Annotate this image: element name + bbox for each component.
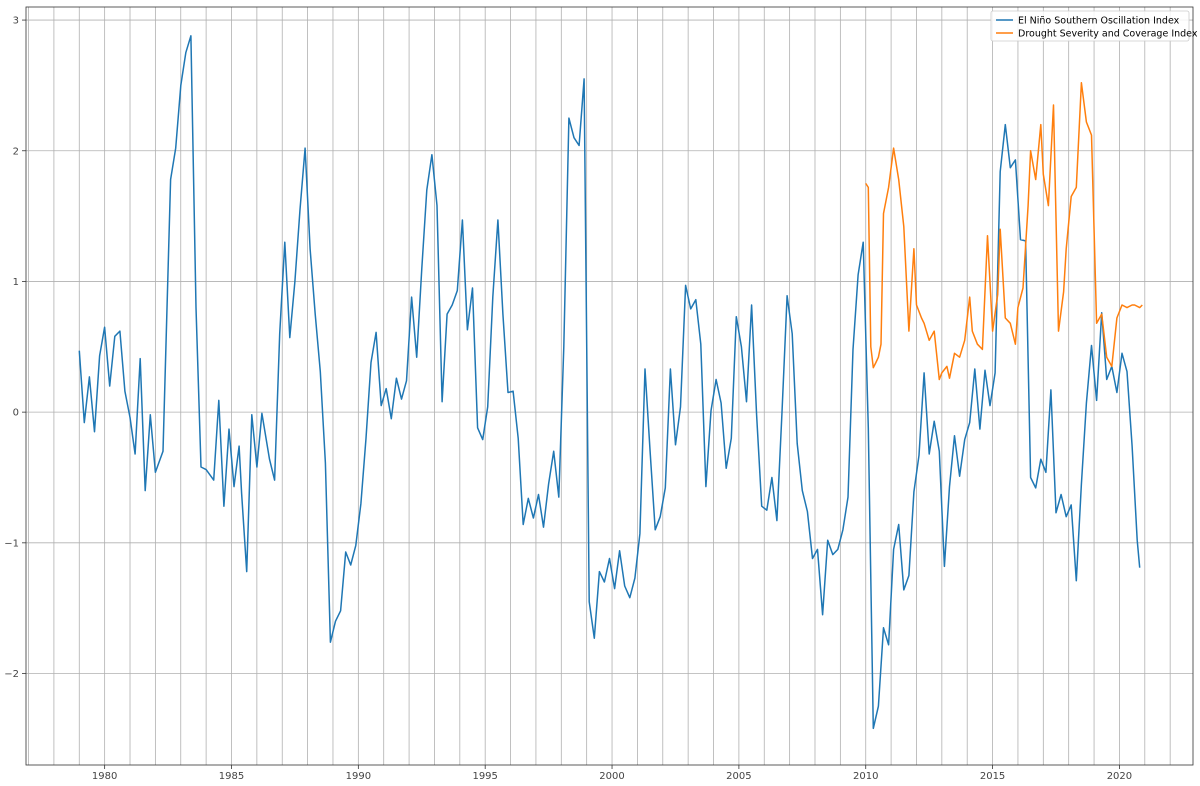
legend: El Niño Southern Oscillation Index Drough…	[990, 10, 1198, 42]
plot-background	[26, 7, 1193, 765]
y-tick-label: 2	[13, 146, 19, 157]
series-line-2	[865, 82, 1143, 381]
x-tick-label: 1990	[346, 771, 371, 782]
y-tick-label: −1	[4, 538, 19, 549]
series-line-1	[78, 35, 1141, 730]
x-tick-label: 1980	[92, 771, 117, 782]
y-tick-label: 0	[13, 408, 19, 419]
legend-box	[990, 10, 1190, 42]
x-tick-label: 1995	[472, 771, 497, 782]
x-tick-label: 1985	[219, 771, 244, 782]
y-tick-label: −2	[4, 669, 19, 680]
y-tick-label: 1	[13, 277, 19, 288]
x-tick-label: 2015	[980, 771, 1005, 782]
y-tick-label: 3	[13, 16, 19, 27]
plot-frame	[25, 6, 1194, 766]
y-axis: 3 2 1 0 −1 −2	[4, 16, 26, 680]
grid	[26, 7, 1193, 765]
x-tick-label: 2005	[726, 771, 751, 782]
x-tick-label: 2020	[1107, 771, 1132, 782]
legend-label: El Niño Southern Oscillation Index	[1018, 16, 1180, 27]
x-tick-label: 2010	[853, 771, 878, 782]
x-tick-label: 2000	[599, 771, 624, 782]
legend-label: Drought Severity and Coverage Index	[1018, 29, 1198, 40]
x-axis: 1980 1985 1990 1995 2000 2005 2010 2015 2020	[92, 765, 1132, 782]
series-layer	[78, 35, 1143, 730]
